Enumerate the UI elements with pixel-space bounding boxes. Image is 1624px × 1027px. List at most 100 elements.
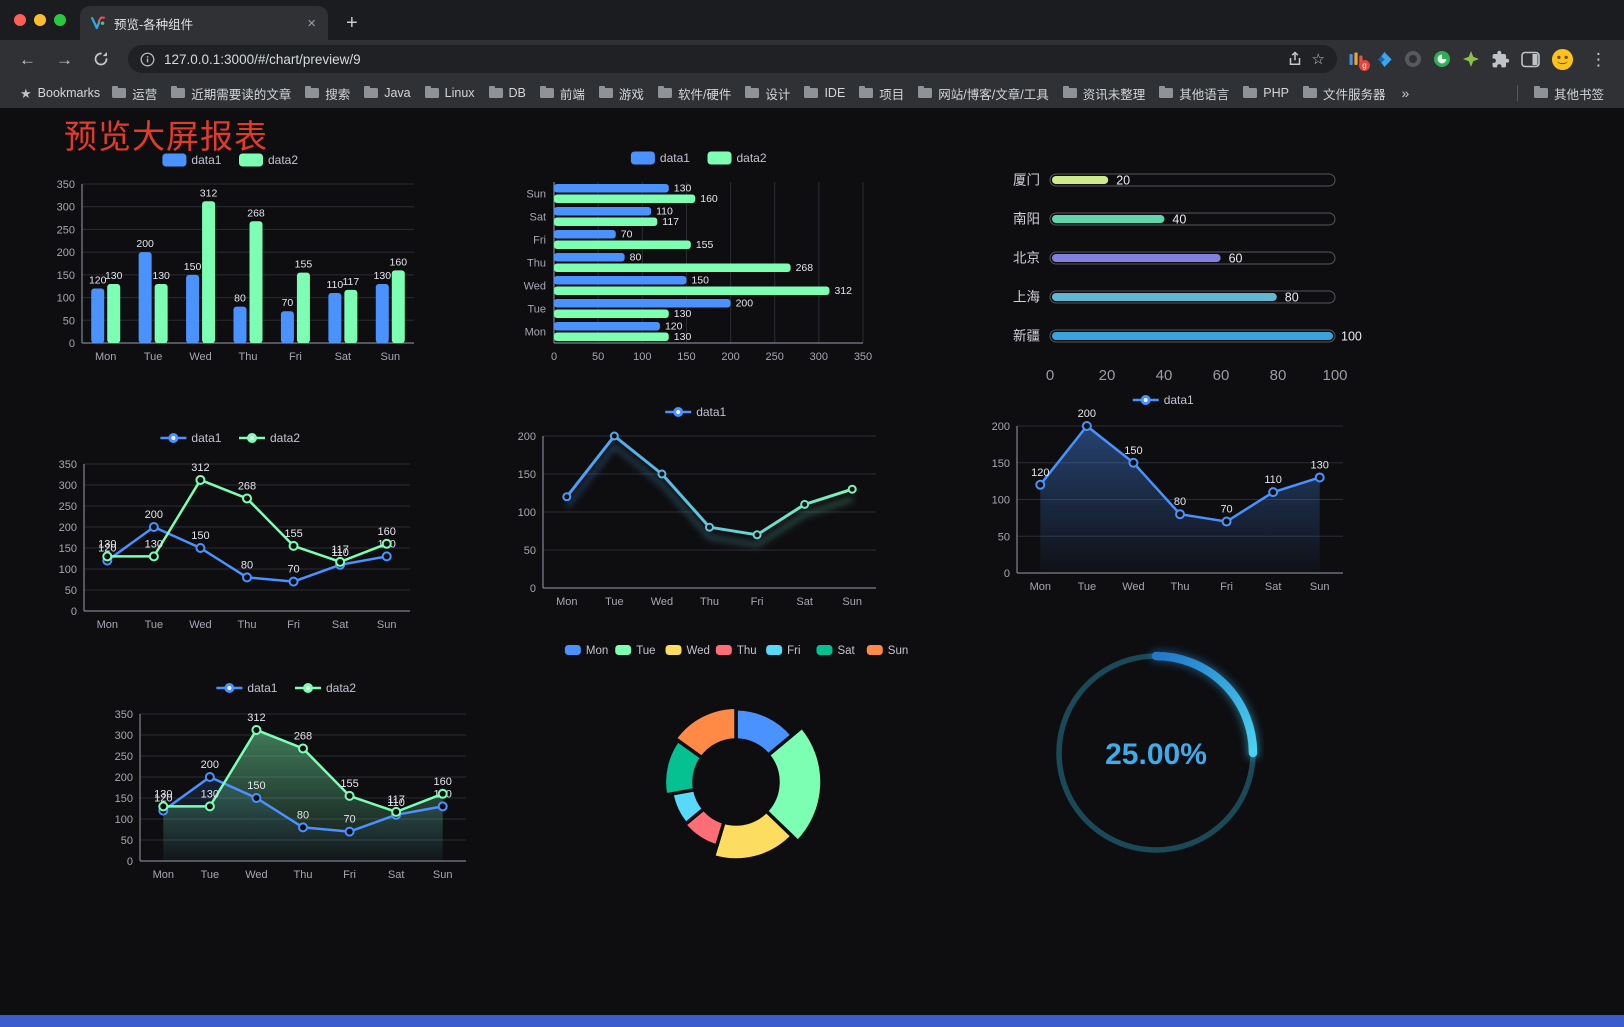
bookmark-folder[interactable]: Java (358, 83, 416, 103)
folder-icon (1062, 85, 1077, 98)
chart-horizontal-bar[interactable]: 0 50 100 150 200 250 300 350 Mon 120 130 Tue 200 130 W… (508, 148, 893, 373)
divider (1516, 85, 1518, 101)
chart-area-two-series[interactable]: 0 50 100 150 200 250 300 350 Mon Tue Wed Thu Fri Sat S… (98, 676, 478, 891)
svg-text:50: 50 (592, 351, 604, 363)
svg-text:300: 300 (57, 202, 75, 214)
svg-text:Thu: Thu (737, 645, 757, 657)
bookmark-folder[interactable]: 设计 (739, 81, 796, 106)
bookmark-folder[interactable]: 文件服务器 (1297, 81, 1392, 106)
svg-text:117: 117 (331, 544, 349, 556)
bookmark-folder[interactable]: IDE (798, 83, 851, 103)
svg-text:Thu: Thu (700, 596, 719, 608)
chart-gauge[interactable]: 25.00% (1048, 645, 1264, 861)
svg-text:Sat: Sat (1265, 581, 1282, 593)
page-title: 预览大屏报表 (64, 118, 268, 155)
svg-text:110: 110 (326, 279, 343, 291)
svg-text:130: 130 (201, 788, 219, 800)
bookmark-folder[interactable]: 软件/硬件 (652, 81, 737, 106)
fullscreen-window-button[interactable] (54, 14, 66, 26)
share-icon[interactable] (1287, 51, 1303, 67)
back-button[interactable]: ← (19, 49, 36, 69)
extensions-puzzle-icon[interactable] (1491, 50, 1510, 69)
svg-text:160: 160 (434, 776, 452, 788)
bookmark-folder-label: 资讯未整理 (1082, 87, 1146, 102)
bookmark-folder[interactable]: 前端 (534, 81, 591, 106)
svg-text:Thu: Thu (239, 351, 258, 363)
bookmarks-home[interactable]: ★ Bookmarks (14, 83, 106, 103)
bookmarks-bar-right: 其他书签 (1516, 81, 1610, 106)
svg-text:Sat: Sat (335, 351, 352, 363)
svg-text:100: 100 (992, 495, 1010, 507)
svg-text:Wed: Wed (651, 596, 673, 608)
profile-avatar[interactable] (1551, 48, 1574, 71)
svg-text:312: 312 (191, 462, 209, 474)
bookmark-folder[interactable]: Linux (419, 83, 481, 103)
svg-text:0: 0 (1046, 367, 1054, 384)
extension-star-icon[interactable] (1462, 50, 1480, 68)
svg-text:130: 130 (145, 538, 163, 550)
svg-text:312: 312 (834, 285, 852, 297)
bookmark-star-icon[interactable]: ☆ (1311, 50, 1325, 68)
chart-line-two-series[interactable]: 0 50 100 150 200 250 300 350 Mon Tue Wed Thu Fri Sat S… (42, 426, 422, 641)
bookmark-folder[interactable]: 其他语言 (1153, 81, 1235, 106)
chart-rose-donut[interactable]: Mon Tue Wed Thu Fri Sat Sun (552, 636, 920, 876)
svg-text:Sat: Sat (332, 619, 349, 631)
bookmark-folder[interactable]: 资讯未整理 (1057, 81, 1152, 106)
extension-kite-icon[interactable] (1376, 51, 1393, 68)
bottom-bar (0, 1015, 1624, 1027)
browser-menu-icon[interactable]: ⋮ (1590, 49, 1607, 69)
svg-text:80: 80 (241, 559, 253, 571)
svg-text:Sun: Sun (526, 189, 546, 201)
site-info-icon[interactable] (140, 52, 155, 67)
svg-text:data1: data1 (660, 151, 690, 165)
tab-close-icon[interactable]: × (307, 14, 316, 32)
minimize-window-button[interactable] (34, 14, 46, 26)
browser-tab[interactable]: 预览-各种组件 × (80, 6, 328, 40)
svg-text:Wed: Wed (1122, 581, 1144, 593)
chart-capsule-bars[interactable]: 厦门 20 南阳 40 北京 60 上海 80 新疆 100 0 20 40 60 80 100 (1002, 160, 1377, 395)
svg-text:130: 130 (674, 183, 692, 195)
bookmark-folder[interactable]: PHP (1237, 83, 1295, 103)
chart-gradient-line[interactable]: 0 50 100 150 200 Mon Tue Wed Thu Fri Sat Sun data1 (505, 400, 890, 620)
svg-text:250: 250 (59, 501, 77, 513)
chart-grouped-bar[interactable]: 0 50 100 150 200 250 300 350 Mon Tue Wed Thu Fri Sat S… (42, 148, 422, 373)
svg-text:268: 268 (247, 207, 265, 219)
svg-text:Tue: Tue (605, 596, 624, 608)
forward-button[interactable]: → (56, 49, 73, 69)
svg-text:350: 350 (115, 709, 133, 721)
bookmark-folder[interactable]: 运营 (106, 81, 163, 106)
folder-icon (305, 85, 320, 98)
svg-text:100: 100 (115, 814, 133, 826)
bookmark-folder[interactable]: 项目 (853, 81, 910, 106)
bookmarks-overflow-chevron[interactable]: » (1401, 85, 1410, 101)
address-bar[interactable]: 127.0.0.1:3000/#/chart/preview/9 ☆ (128, 45, 1337, 73)
chart-area-line[interactable]: 0 50 100 150 200 Mon Tue Wed Thu Fri Sat Sun 120 200 1… (975, 388, 1355, 603)
svg-text:80: 80 (1285, 291, 1299, 305)
extension-dark-circle-icon[interactable] (1404, 50, 1422, 68)
svg-text:155: 155 (295, 259, 313, 271)
svg-text:160: 160 (390, 256, 408, 268)
bookmark-folder[interactable]: 网站/博客/文章/工具 (912, 81, 1054, 106)
extension-green-circle-icon[interactable] (1433, 50, 1451, 68)
extension-colorbars-icon[interactable]: g (1347, 50, 1370, 71)
svg-text:130: 130 (98, 538, 116, 550)
svg-text:150: 150 (191, 530, 209, 542)
reload-icon[interactable] (84, 49, 118, 69)
other-bookmarks[interactable]: 其他书签 (1528, 81, 1610, 106)
bookmark-folder[interactable]: DB (483, 83, 532, 103)
svg-text:110: 110 (656, 206, 673, 218)
bookmark-folder[interactable]: 游戏 (593, 81, 650, 106)
svg-text:Sun: Sun (433, 869, 453, 881)
svg-text:200: 200 (136, 238, 154, 250)
bookmark-folder[interactable]: 搜索 (299, 81, 356, 106)
svg-text:200: 200 (59, 522, 77, 534)
new-tab-button[interactable]: + (346, 12, 358, 34)
svg-text:130: 130 (152, 270, 170, 282)
close-window-button[interactable] (14, 14, 26, 26)
svg-text:上海: 上海 (1013, 290, 1040, 305)
side-panel-icon[interactable] (1521, 51, 1540, 68)
bookmark-folder-label: 近期需要读的文章 (191, 87, 292, 102)
svg-text:130: 130 (374, 270, 392, 282)
svg-text:250: 250 (57, 224, 75, 236)
bookmark-folder[interactable]: 近期需要读的文章 (165, 81, 297, 106)
